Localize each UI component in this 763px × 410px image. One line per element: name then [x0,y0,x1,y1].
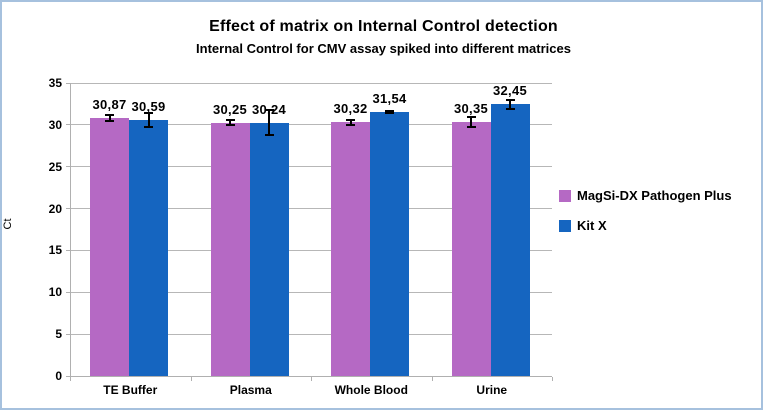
bar-kit-x-te-buffer [129,119,168,376]
legend-label-magsi: MagSi-DX Pathogen Plus [577,188,732,203]
x-axis-tick [190,377,192,381]
error-bar-cap [505,98,515,101]
y-tick-label: 10 [48,285,62,300]
value-label: 31,54 [372,90,407,106]
x-axis-tick [70,377,71,381]
bar-magsi-dx-pathogen-plus-te-buffer [90,117,129,376]
bar-magsi-dx-pathogen-plus-urine [451,121,491,376]
y-axis-tick [66,291,70,293]
x-axis-tick [552,377,553,381]
y-tick-label: 35 [48,76,62,90]
bar-magsi-dx-pathogen-plus-whole-blood [331,122,370,376]
legend-swatch-magsi-icon [559,189,571,202]
bar-kit-x-urine [490,104,530,376]
error-bar-cap [105,113,114,116]
value-label: 30,32 [333,101,368,117]
error-bar [509,99,511,109]
y-axis-tick [66,82,70,84]
error-bar-cap [264,134,274,137]
chart-subtitle: Internal Control for CMV assay spiked in… [196,41,571,56]
bar-kit-x-plasma [249,122,289,376]
x-category-label: Plasma [229,383,272,397]
x-axis-line [70,376,552,377]
y-tick-label: 0 [55,369,62,383]
error-bar [229,120,231,126]
gridline [70,291,552,293]
legend-label-kitx: Kit X [577,218,607,233]
x-axis-tick [431,377,433,381]
error-bar [349,119,352,125]
error-bar-cap [144,111,153,114]
y-axis-tick [66,375,70,377]
error-bar-cap [346,123,355,126]
value-label: 30,59 [131,98,166,114]
error-bar [470,117,472,127]
gridline [70,166,552,168]
x-axis-tick [311,377,312,381]
y-tick-label: 5 [55,327,62,342]
x-category-label: TE Buffer [103,383,158,397]
error-bar-cap [264,109,274,112]
error-bar [108,114,111,121]
gridline [70,333,552,335]
error-bar-cap [225,119,235,122]
error-bar-cap [144,126,153,129]
error-bar-cap [466,116,476,119]
x-category-label: Whole Blood [334,383,408,397]
gridline [70,208,552,210]
legend-swatch-kitx-icon [559,219,571,232]
y-axis-tick [66,249,70,251]
legend: MagSi-DX Pathogen Plus Kit X [559,188,732,248]
gridline [70,249,552,251]
value-label: 30,35 [453,100,489,116]
error-bar-cap [225,124,235,127]
y-axis-tick [66,333,70,335]
x-category-label: Urine [476,383,508,397]
error-bar [268,110,270,136]
value-label: 30,87 [92,96,127,112]
legend-item-magsi: MagSi-DX Pathogen Plus [559,188,732,203]
error-bar-cap [505,107,515,110]
error-bar [147,112,150,128]
error-bar-cap [385,111,394,114]
value-label: 32,45 [492,83,528,99]
y-axis-tick [66,208,70,210]
y-axis-tick [66,124,70,126]
error-bar [388,110,391,113]
y-tick-label: 20 [48,201,62,216]
y-axis-tick [66,166,70,168]
error-bar-cap [466,125,476,128]
y-tick-label: 25 [48,159,62,174]
bar-magsi-dx-pathogen-plus-plasma [210,122,250,376]
y-tick-label: 15 [48,243,62,258]
error-bar-cap [385,109,394,112]
legend-item-kitx: Kit X [559,218,732,233]
y-tick-label: 30 [48,117,62,132]
value-label: 30,25 [212,101,248,117]
chart-title: Effect of matrix on Internal Control det… [209,18,558,35]
y-axis-title: Ct [2,218,14,230]
gridline [70,82,552,84]
error-bar-cap [346,118,355,121]
gridline [70,124,552,126]
y-axis-line [70,83,71,377]
error-bar-cap [105,119,114,122]
bar-kit-x-whole-blood [370,111,409,376]
